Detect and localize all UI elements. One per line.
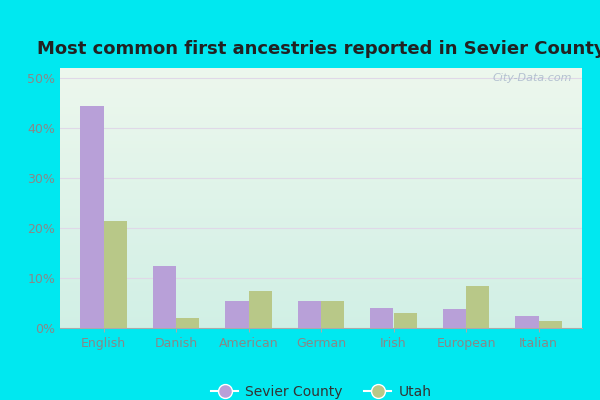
Bar bbox=[443, 309, 466, 328]
Title: Most common first ancestries reported in Sevier County: Most common first ancestries reported in… bbox=[37, 40, 600, 58]
Bar bbox=[394, 313, 417, 328]
Bar bbox=[176, 318, 199, 328]
Bar bbox=[104, 220, 127, 328]
Bar bbox=[153, 266, 176, 328]
Bar bbox=[515, 316, 539, 328]
Bar bbox=[248, 290, 272, 328]
Bar bbox=[539, 320, 562, 328]
Bar bbox=[321, 300, 344, 328]
Bar bbox=[298, 300, 321, 328]
Bar bbox=[226, 300, 248, 328]
Text: City-Data.com: City-Data.com bbox=[492, 73, 572, 83]
Bar bbox=[370, 308, 394, 328]
Bar bbox=[80, 106, 104, 328]
Bar bbox=[466, 286, 489, 328]
Legend: Sevier County, Utah: Sevier County, Utah bbox=[205, 379, 437, 400]
